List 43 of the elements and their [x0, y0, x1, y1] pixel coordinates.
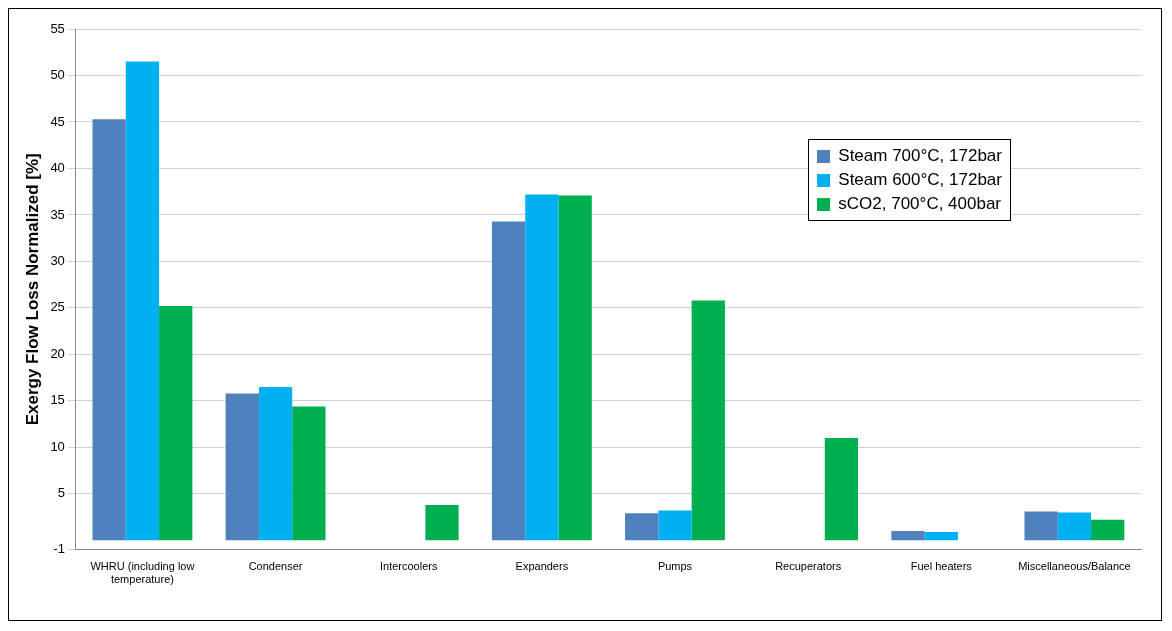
y-tick-label: 15 — [50, 392, 65, 408]
legend-label: Steam 600°C, 172bar — [838, 169, 1002, 191]
x-tick-label: WHRU (including low temperature) — [90, 560, 195, 586]
legend-label: Steam 700°C, 172bar — [838, 145, 1002, 167]
bar — [1091, 519, 1125, 541]
bar — [891, 531, 925, 541]
x-tick-label: Miscellaneous/Balance — [1018, 560, 1131, 573]
y-tick-label: 5 — [57, 485, 65, 501]
x-tick-label: Fuel heaters — [910, 560, 973, 573]
bar — [491, 221, 526, 541]
y-axis-title: Exergy Flow Loss Normalized [%] — [22, 153, 42, 426]
bar — [691, 300, 725, 541]
y-tick-label: 10 — [50, 438, 65, 454]
x-tick-label: Recuperators — [775, 560, 842, 573]
bar — [1024, 511, 1058, 541]
x-tick-label: Condenser — [248, 560, 303, 573]
bar — [159, 306, 193, 541]
bar — [824, 438, 859, 541]
bar — [924, 531, 958, 541]
y-tick-label: 40 — [50, 160, 65, 176]
y-tick-label: 20 — [50, 345, 65, 361]
bar — [625, 513, 659, 541]
y-tick-label: 30 — [50, 252, 65, 268]
bar — [558, 195, 592, 541]
bar — [258, 386, 293, 541]
bar — [425, 504, 459, 541]
bar — [292, 406, 326, 541]
x-tick-label: Expanders — [515, 560, 569, 573]
y-tick-label: -1 — [53, 541, 65, 557]
y-tick-label: 45 — [50, 113, 65, 129]
bar — [92, 119, 126, 541]
bar — [658, 510, 692, 541]
y-tick-label: 25 — [50, 299, 65, 315]
x-tick-label: Pumps — [657, 560, 693, 573]
x-tick-label: Intercoolers — [379, 560, 438, 573]
bar — [1057, 512, 1092, 541]
legend-label: sCO2, 700°C, 400bar — [838, 193, 1002, 215]
bar — [525, 194, 559, 541]
y-tick-label: 35 — [50, 206, 65, 222]
bar — [125, 61, 160, 541]
y-tick-label: 55 — [50, 20, 65, 36]
y-tick-label: 50 — [50, 67, 65, 83]
bar — [225, 393, 259, 541]
